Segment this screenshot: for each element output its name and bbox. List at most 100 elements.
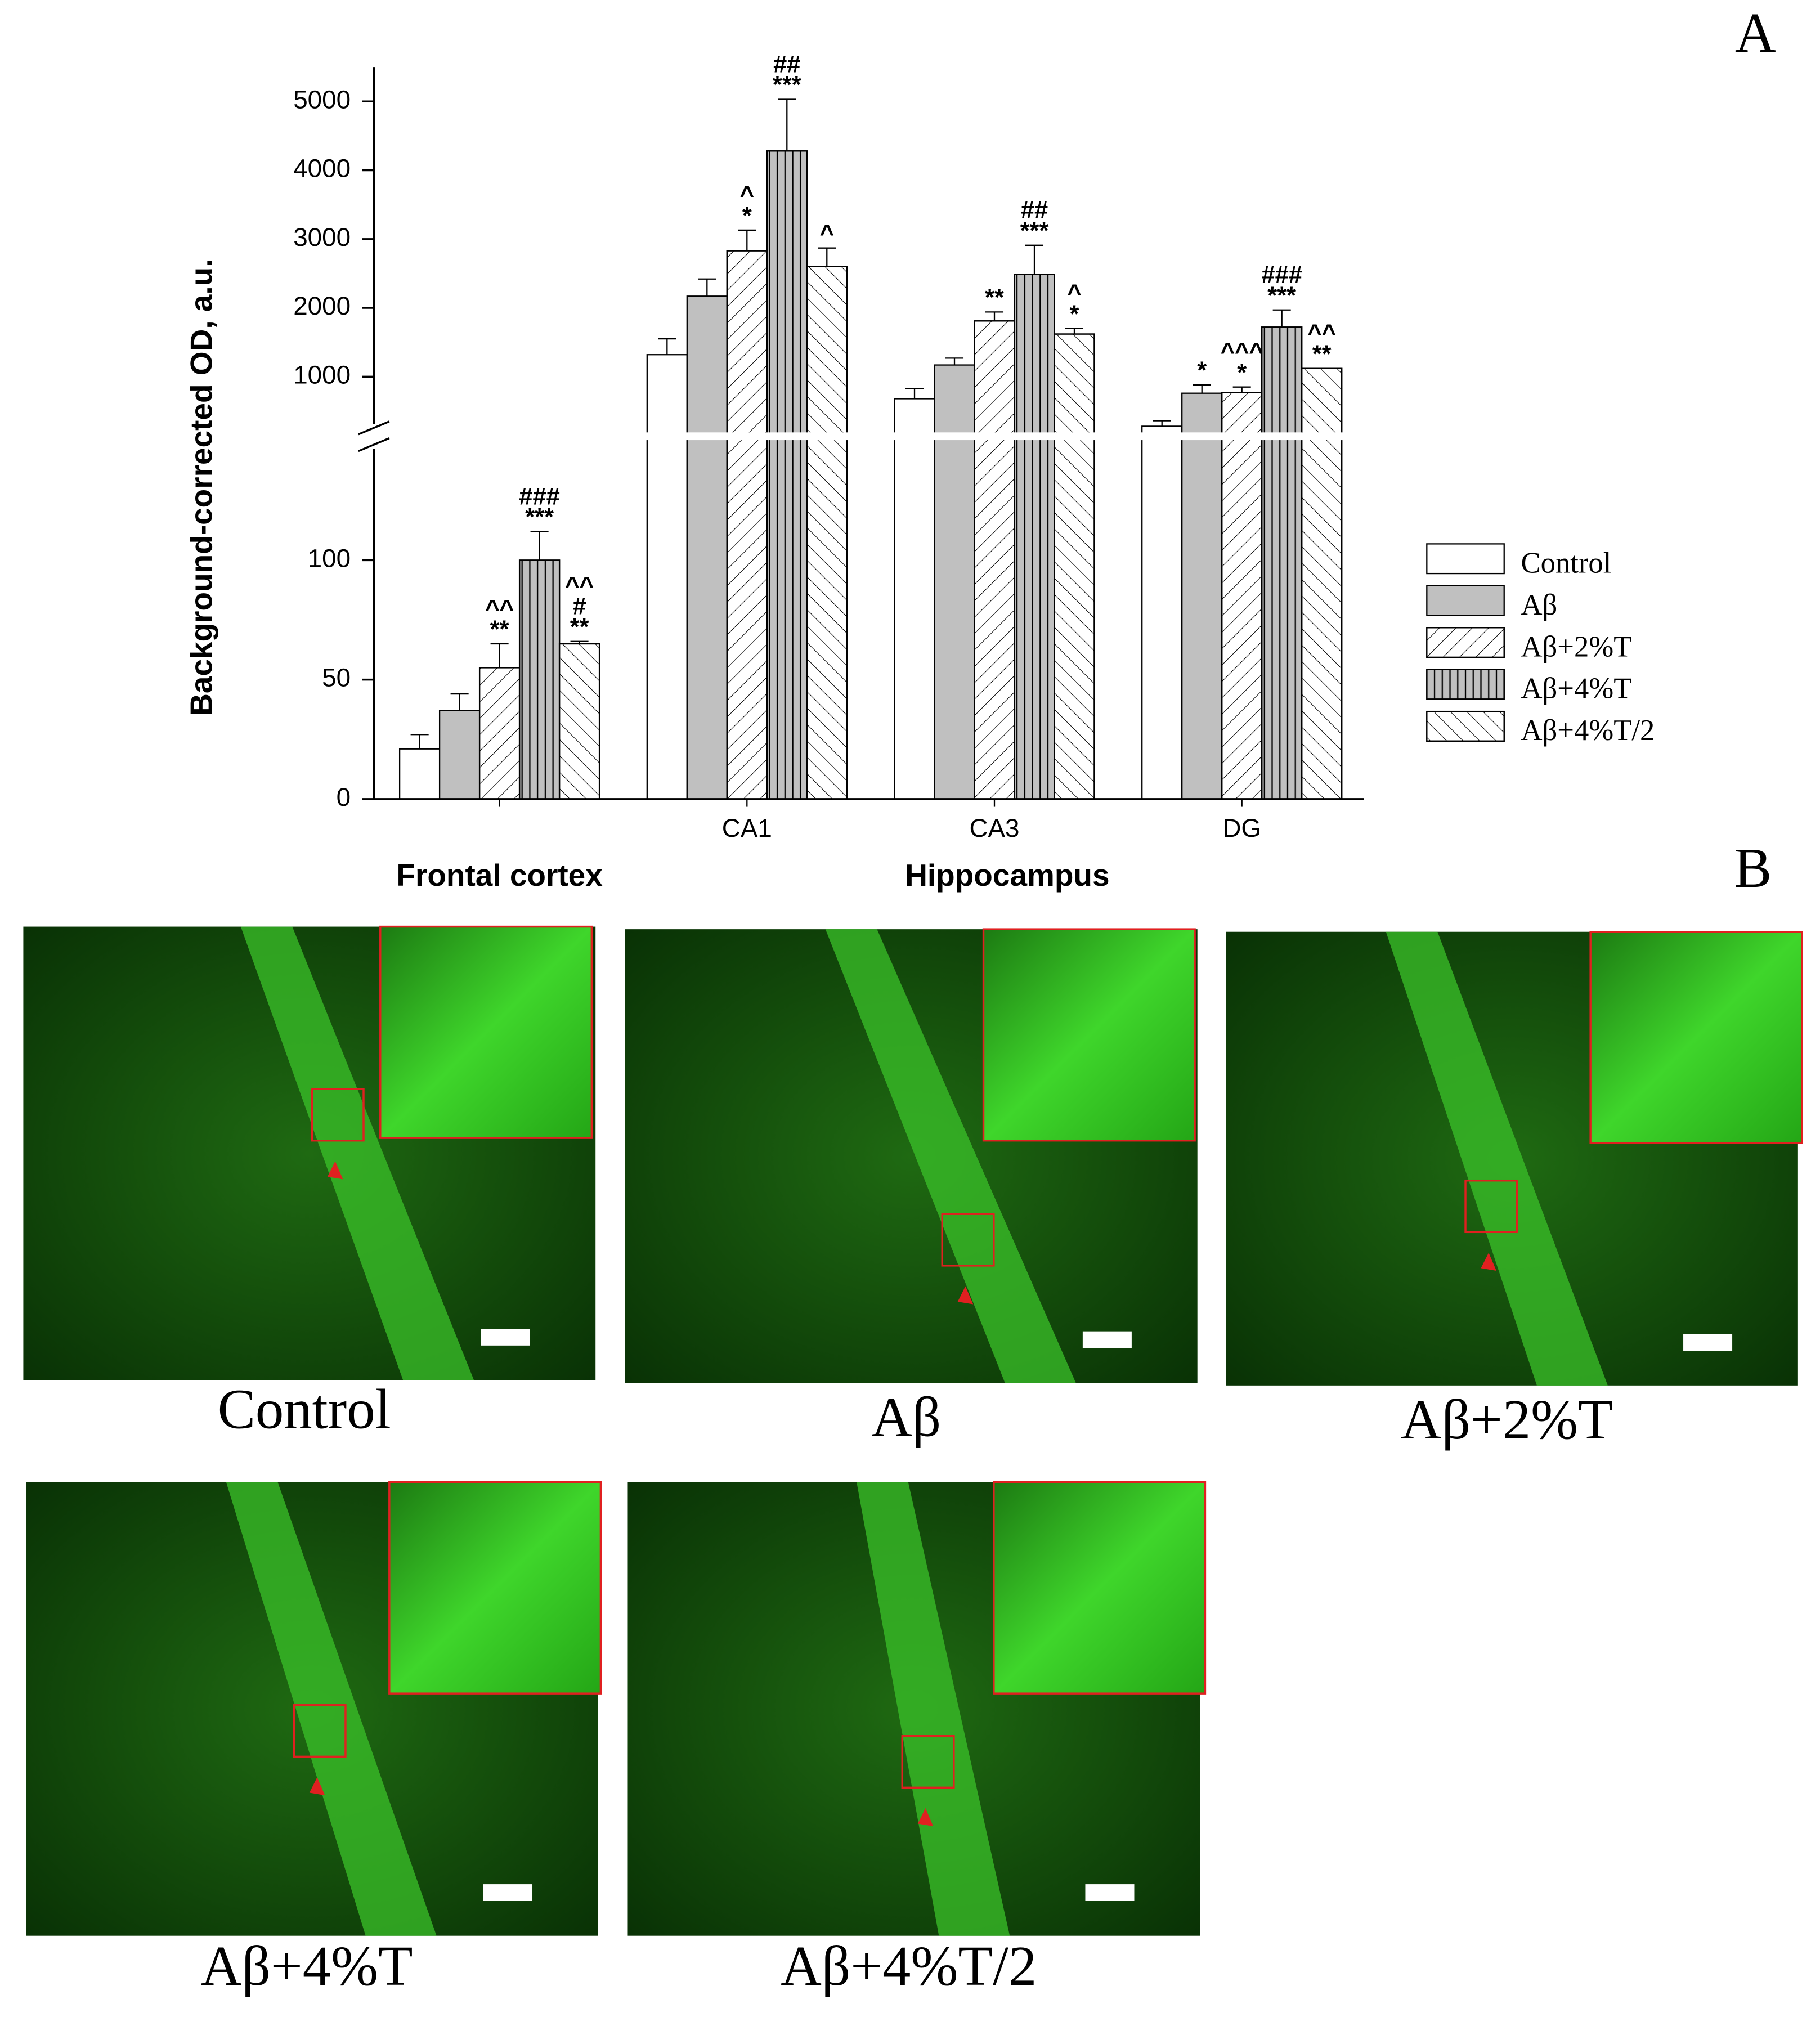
inset [982, 928, 1196, 1142]
significance-label: ^^ [485, 595, 514, 622]
error-bar [778, 98, 796, 151]
significance-label: *** [525, 504, 554, 531]
bar-hatch [806, 266, 848, 800]
x-tick-label: CA3 [969, 814, 1019, 842]
inset [379, 925, 593, 1139]
significance-label: ### [1261, 262, 1302, 289]
caption: Aβ+2%T [1401, 1388, 1613, 1451]
bar [1141, 425, 1183, 800]
group-label: Hippocampus [905, 858, 1109, 893]
arrow [957, 1286, 974, 1305]
significance-label: ** [490, 616, 509, 643]
y-tick-label: 100 [308, 544, 351, 573]
bar-hatch [558, 643, 600, 800]
error-bar [1232, 386, 1251, 393]
legend-label: Aβ [1521, 589, 1557, 621]
x-tick-label: DG [1222, 814, 1261, 842]
error-bar [410, 734, 429, 749]
arrow [1481, 1252, 1496, 1271]
bar-hatch [1261, 326, 1303, 800]
legend-label: Aβ+4%T/2 [1521, 714, 1655, 747]
significance-label: * [1237, 359, 1247, 386]
micrograph [625, 928, 1198, 1383]
caption: Aβ [871, 1385, 941, 1448]
error-bar [1065, 328, 1084, 334]
legend-label: Aβ+4%T [1521, 673, 1631, 705]
y-tick-label: 3000 [293, 223, 351, 252]
axis-break-mark [358, 420, 390, 452]
error-bar [818, 247, 836, 267]
significance-label: * [742, 202, 752, 229]
significance-label: ^ [1067, 280, 1081, 307]
error-bar [738, 229, 756, 251]
scale-bar [1082, 1331, 1132, 1348]
micrograph [23, 925, 596, 1380]
caption: Aβ+4%T [201, 1934, 413, 1997]
significance-label: *** [1020, 217, 1049, 244]
zoom-box [901, 1735, 955, 1789]
bar [438, 710, 481, 800]
y-tick-label: 2000 [293, 292, 351, 320]
bar [646, 354, 688, 800]
cell-layer [240, 926, 474, 1380]
significance-label: *** [773, 71, 801, 98]
significance-label: ^ [820, 220, 834, 247]
error-bar [658, 338, 676, 355]
y-tick-label: 50 [322, 664, 351, 692]
scale-bar [1085, 1884, 1135, 1901]
bar [894, 398, 935, 800]
error-bar [530, 531, 549, 561]
significance-label: ## [773, 51, 800, 78]
arrow [327, 1161, 343, 1180]
zoom-box [1464, 1179, 1518, 1234]
bar [934, 364, 975, 800]
legend-swatch [1426, 585, 1505, 616]
legend-swatch-hatch [1426, 710, 1505, 742]
scale-bar [481, 1329, 530, 1346]
bar [686, 295, 728, 800]
arrow [309, 1777, 325, 1796]
zoom-box [293, 1704, 347, 1758]
legend-swatch [1426, 543, 1505, 575]
cell-layer [1386, 931, 1608, 1386]
group-label: Frontal cortex [396, 858, 603, 893]
significance-label: * [1070, 301, 1079, 328]
inset [388, 1481, 602, 1695]
inset [1589, 931, 1803, 1145]
cell-layer [825, 929, 1076, 1383]
cell-layer [857, 1482, 1010, 1936]
significance-label: ** [985, 284, 1004, 311]
error-bar [450, 693, 469, 711]
significance-label: ^ [740, 182, 754, 209]
error-bar [1025, 244, 1044, 275]
legend-swatch-hatch [1426, 627, 1505, 658]
micrograph [627, 1481, 1207, 1936]
y-tick-label: 5000 [293, 85, 351, 114]
error-bar [945, 357, 964, 365]
bar-hatch [766, 150, 808, 800]
significance-label: # [572, 593, 586, 620]
y-tick-label: 0 [337, 783, 351, 812]
zoom-box [311, 1088, 365, 1142]
error-bar [905, 387, 924, 399]
axis-break-gap [375, 432, 1365, 441]
inset [993, 1481, 1207, 1695]
y-tick-label: 4000 [293, 154, 351, 183]
scale-bar [483, 1884, 533, 1901]
bar-hatch [518, 559, 561, 800]
bar [398, 748, 441, 800]
bar-hatch [1054, 333, 1095, 800]
significance-label: ### [519, 483, 560, 510]
error-bar [1193, 384, 1211, 393]
micrograph [1226, 931, 1803, 1386]
bar-hatch [1014, 274, 1055, 800]
bar-hatch [974, 320, 1015, 800]
significance-label: *** [1267, 282, 1296, 309]
error-bar [1272, 309, 1291, 328]
significance-label: ^^ [565, 572, 594, 599]
cell-layer [226, 1482, 437, 1936]
legend-swatch-hatch [1426, 669, 1505, 700]
caption: Control [218, 1378, 391, 1441]
